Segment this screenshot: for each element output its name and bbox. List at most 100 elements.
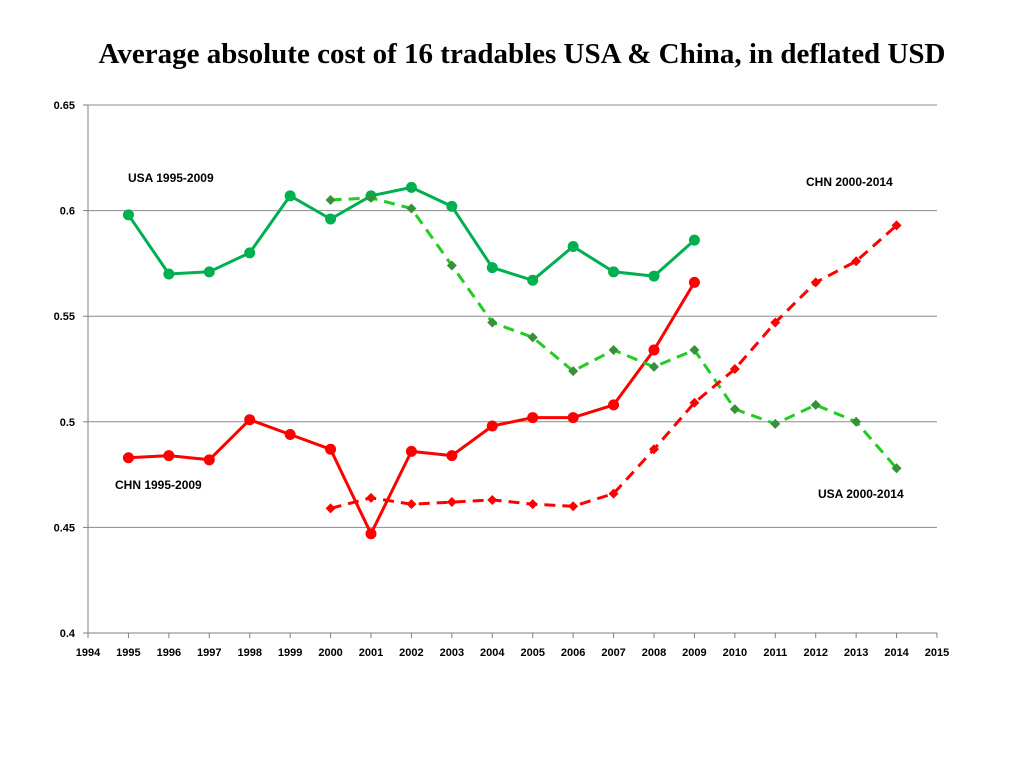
data-point-2-2004 bbox=[487, 317, 498, 328]
data-point-1-2004 bbox=[486, 420, 498, 432]
data-point-2-2002 bbox=[406, 203, 417, 214]
y-tick-label-0.5: 0.5 bbox=[60, 417, 75, 429]
data-point-3-2007 bbox=[608, 488, 619, 499]
label-chn-2000-2014: CHN 2000-2014 bbox=[806, 175, 893, 189]
data-point-2-2013 bbox=[851, 416, 862, 427]
axes bbox=[83, 104, 938, 638]
series-line-2 bbox=[330, 196, 898, 470]
y-axis-tick-labels: 0.4 0.45 0.5 0.55 0.6 0.65 bbox=[54, 100, 76, 640]
data-point-3-2008 bbox=[649, 444, 659, 455]
data-point-0-1998 bbox=[244, 247, 256, 259]
x-tick-label-2014: 2014 bbox=[884, 647, 909, 659]
x-tick-label-1994: 1994 bbox=[76, 647, 101, 659]
x-tick-label-2005: 2005 bbox=[520, 647, 544, 659]
data-point-0-2005 bbox=[527, 274, 539, 286]
data-point-2-2008 bbox=[649, 361, 659, 372]
data-point-0-2002 bbox=[405, 181, 417, 193]
x-tick-label-2008: 2008 bbox=[642, 647, 666, 659]
series-group bbox=[122, 181, 902, 540]
x-tick-label-1995: 1995 bbox=[116, 647, 140, 659]
data-point-2-2011 bbox=[770, 418, 781, 429]
data-point-1-2001 bbox=[365, 528, 377, 540]
data-point-0-2008 bbox=[648, 270, 660, 282]
data-point-0-2004 bbox=[486, 262, 498, 274]
data-point-1-1996 bbox=[163, 450, 175, 462]
data-point-3-2006 bbox=[568, 501, 579, 512]
data-point-3-2013 bbox=[851, 256, 862, 267]
series-line-3 bbox=[330, 224, 898, 510]
x-tick-label-2007: 2007 bbox=[601, 647, 625, 659]
x-tick-label-2011: 2011 bbox=[763, 647, 787, 659]
series-usa-2000-2014 bbox=[325, 192, 902, 474]
x-tick-label-2003: 2003 bbox=[440, 647, 464, 659]
data-point-1-2007 bbox=[608, 399, 620, 411]
data-point-3-2000 bbox=[325, 503, 336, 514]
y-tick-label-0.65: 0.65 bbox=[54, 100, 75, 112]
data-point-0-2003 bbox=[446, 200, 458, 212]
data-point-1-1998 bbox=[244, 414, 256, 426]
data-point-3-2011 bbox=[770, 317, 781, 328]
data-point-3-2003 bbox=[446, 497, 457, 508]
data-point-3-2010 bbox=[729, 364, 740, 374]
data-point-3-2005 bbox=[527, 499, 538, 510]
label-chn-1995-2009: CHN 1995-2009 bbox=[115, 478, 202, 492]
data-point-2-2009 bbox=[689, 344, 700, 355]
series-line-0 bbox=[127, 185, 696, 282]
data-point-0-2009 bbox=[688, 234, 700, 246]
data-point-3-2001 bbox=[366, 492, 376, 503]
x-axis-tick-labels: 1994 1995 1996 1997 1998 1999 2000 2001 2002 2003… bbox=[76, 647, 949, 659]
data-point-3-2002 bbox=[406, 499, 417, 510]
data-point-0-1997 bbox=[203, 266, 215, 278]
series-chn-2000-2014 bbox=[325, 220, 902, 514]
data-point-1-1999 bbox=[284, 428, 296, 440]
data-point-1-2008 bbox=[648, 344, 660, 356]
data-point-0-2007 bbox=[608, 266, 620, 278]
x-tick-label-2012: 2012 bbox=[803, 647, 827, 659]
label-usa-2000-2014: USA 2000-2014 bbox=[818, 487, 904, 501]
data-point-0-2006 bbox=[567, 241, 579, 253]
data-point-2-2001 bbox=[366, 192, 376, 203]
data-point-1-1995 bbox=[122, 452, 134, 464]
data-point-0-1995 bbox=[122, 209, 134, 221]
y-tick-label-0.55: 0.55 bbox=[54, 311, 75, 323]
label-usa-1995-2009: USA 1995-2009 bbox=[128, 171, 214, 185]
y-tick-label-0.45: 0.45 bbox=[54, 522, 75, 534]
x-tick-label-2001: 2001 bbox=[359, 647, 383, 659]
data-point-1-1997 bbox=[203, 454, 215, 466]
data-point-1-2000 bbox=[325, 443, 337, 455]
data-point-2-2007 bbox=[608, 344, 619, 355]
data-point-2-2000 bbox=[325, 195, 336, 206]
data-point-3-2012 bbox=[810, 277, 821, 288]
data-point-2-2006 bbox=[568, 366, 579, 377]
data-point-3-2004 bbox=[487, 494, 498, 505]
data-point-2-2005 bbox=[527, 332, 538, 343]
x-tick-label-1997: 1997 bbox=[197, 647, 221, 659]
x-tick-label-2010: 2010 bbox=[723, 647, 747, 659]
data-point-1-2002 bbox=[405, 445, 417, 457]
chart-title: Average absolute cost of 16 tradables US… bbox=[98, 38, 946, 70]
x-tick-label-1996: 1996 bbox=[157, 647, 181, 659]
x-tick-label-2002: 2002 bbox=[399, 647, 423, 659]
data-point-0-1996 bbox=[163, 268, 175, 280]
data-point-1-2006 bbox=[567, 412, 579, 424]
x-tick-label-2000: 2000 bbox=[318, 647, 342, 659]
y-tick-label-0.6: 0.6 bbox=[60, 206, 75, 218]
data-point-1-2003 bbox=[446, 450, 458, 462]
y-tick-label-0.4: 0.4 bbox=[60, 628, 76, 640]
series-usa-1995-2009 bbox=[122, 181, 700, 286]
x-tick-label-2004: 2004 bbox=[480, 647, 505, 659]
data-point-1-2009 bbox=[688, 276, 700, 288]
data-point-1-2005 bbox=[527, 412, 539, 424]
x-tick-label-2006: 2006 bbox=[561, 647, 585, 659]
series-chn-1995-2009 bbox=[122, 276, 700, 540]
data-point-0-1999 bbox=[284, 190, 296, 202]
x-tick-label-2009: 2009 bbox=[682, 647, 706, 659]
series-labels: USA 1995-2009 CHN 1995-2009 USA 2000-201… bbox=[115, 171, 904, 501]
x-tick-label-1999: 1999 bbox=[278, 647, 302, 659]
data-point-2-2010 bbox=[729, 404, 740, 415]
data-point-3-2014 bbox=[891, 220, 902, 231]
x-tick-label-2013: 2013 bbox=[844, 647, 868, 659]
data-point-2-2014 bbox=[891, 463, 902, 474]
x-tick-label-2015: 2015 bbox=[925, 647, 949, 659]
